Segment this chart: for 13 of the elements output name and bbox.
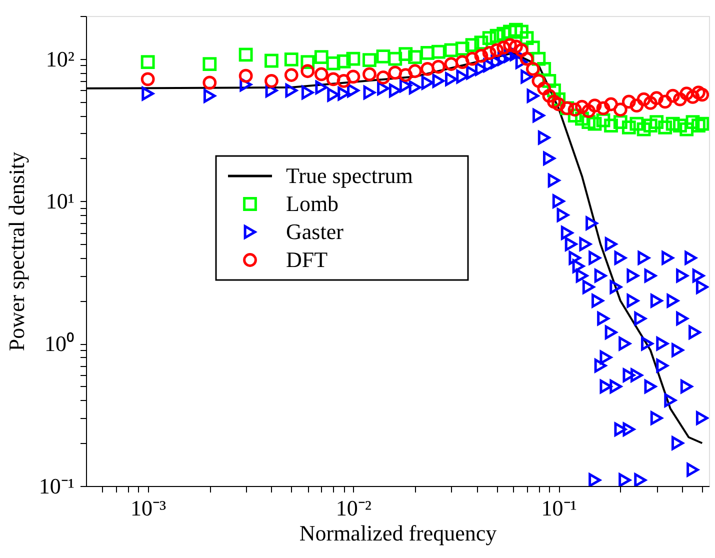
y-tick-label: 10² [46, 46, 75, 72]
x-tick-label: 10⁻² [336, 496, 372, 520]
y-tick-label: 10¹ [46, 188, 74, 214]
x-axis-title: Normalized frequency [299, 520, 497, 546]
y-tick-label: 10⁻¹ [38, 474, 74, 498]
legend-label: DFT [286, 247, 328, 272]
legend-label: Lomb [286, 191, 339, 216]
x-tick-label: 10⁻¹ [541, 496, 577, 520]
legend-label: Gaster [286, 219, 344, 244]
legend-label: True spectrum [286, 163, 413, 188]
x-tick-label: 10⁻³ [130, 496, 167, 520]
y-axis-title: Power spectral density [4, 152, 29, 352]
y-tick-label: 10⁰ [44, 331, 74, 356]
